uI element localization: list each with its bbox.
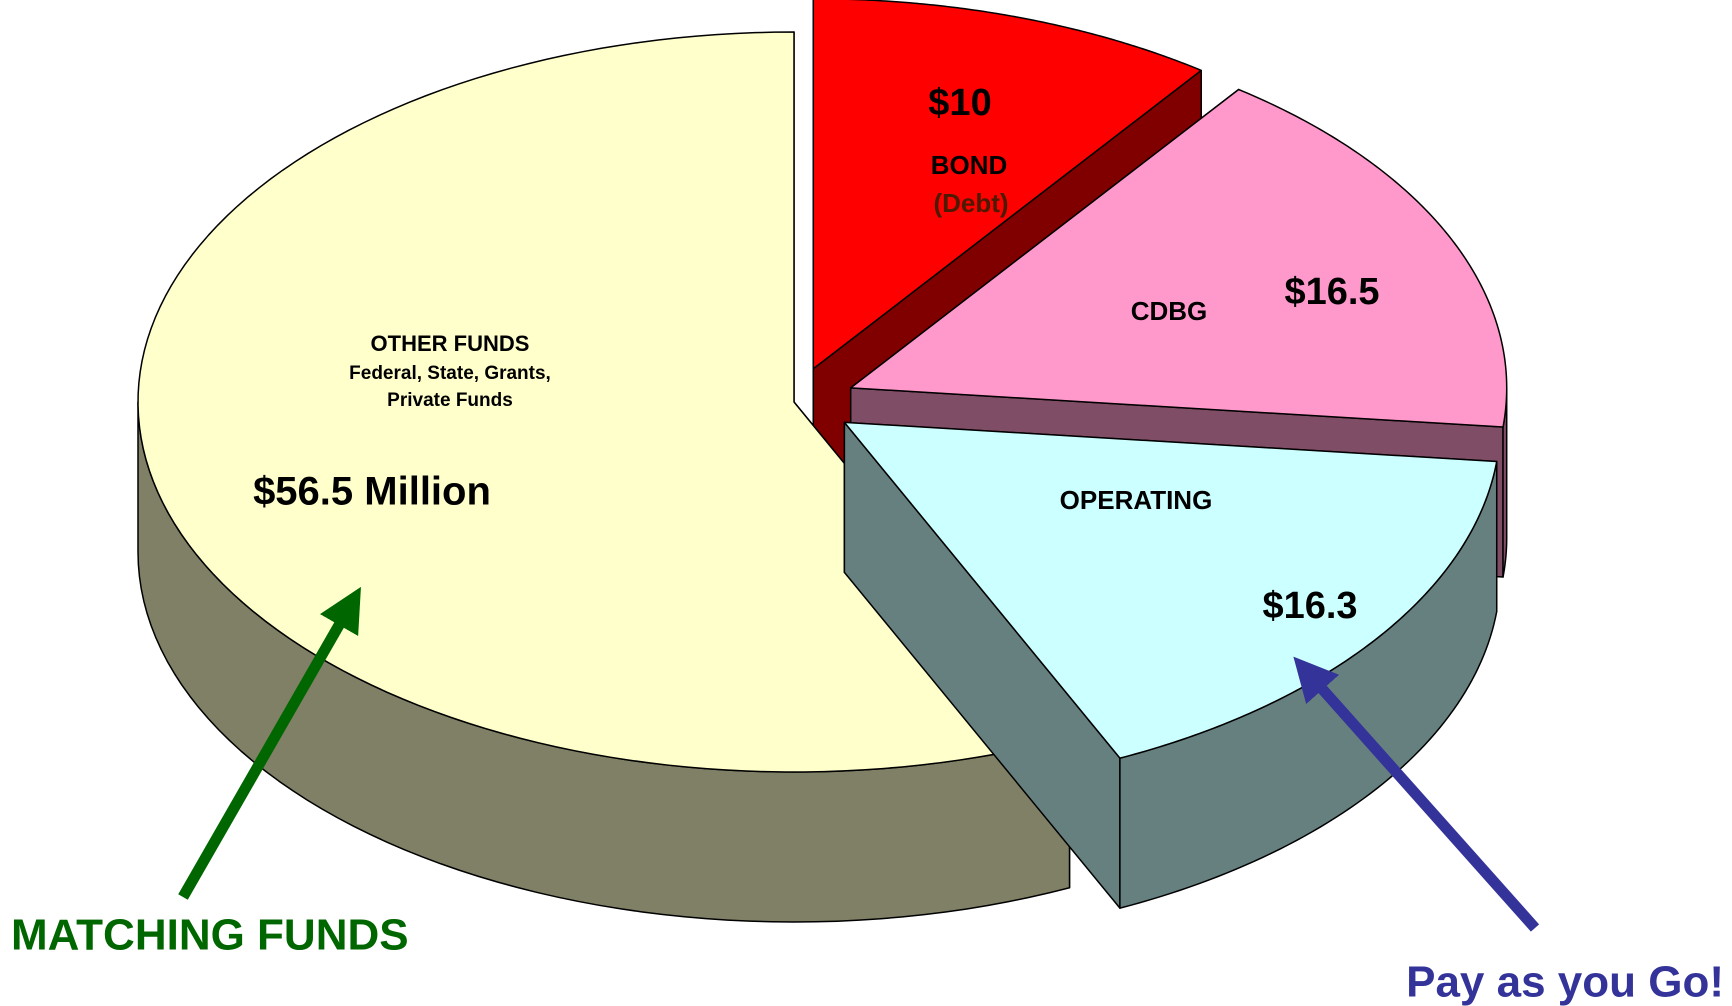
annotation: MATCHING FUNDS [11, 911, 409, 960]
slice [843, 421, 1498, 759]
category-label: BOND [931, 150, 1008, 180]
annotation: (Debt) [933, 188, 1008, 218]
labels: $10 BOND (Debt) CDBG $16.5 OPERATING $16… [253, 82, 1379, 627]
category-label: OPERATING [1060, 485, 1213, 515]
value-label: $16.3 [1262, 585, 1357, 627]
pie [137, 0, 1508, 923]
slice [812, 0, 1202, 370]
slice [849, 88, 1508, 428]
arrow [1293, 656, 1540, 932]
category-label: OTHER FUNDS [371, 331, 530, 356]
value-label: $10 [928, 82, 991, 124]
value-label: $16.5 [1284, 271, 1379, 313]
value-label: $56.5 Million [253, 470, 491, 514]
arrow [178, 586, 361, 900]
annotation: Federal, State, Grants, [349, 363, 551, 384]
category-label: CDBG [1131, 296, 1208, 326]
slice [137, 31, 1071, 773]
annotation: Private Funds [387, 390, 513, 411]
annotation: Pay as you Go! [1406, 958, 1724, 1006]
